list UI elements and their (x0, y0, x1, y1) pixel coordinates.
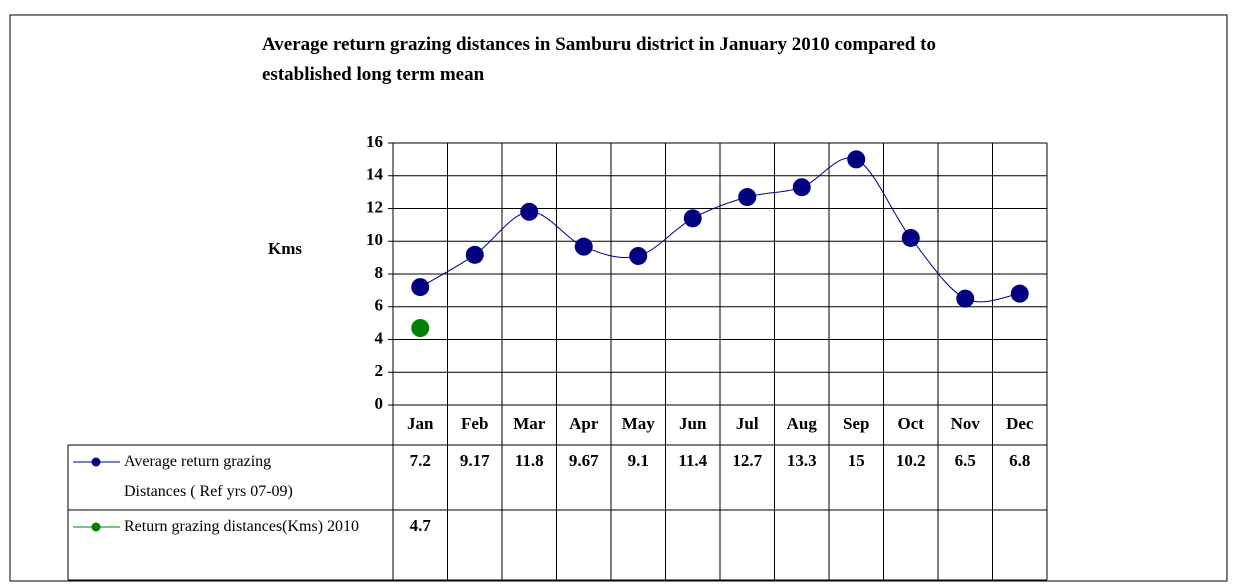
chart-title: Average return grazing distances in Samb… (262, 34, 936, 85)
x-tick-label: Sep (843, 414, 869, 433)
legend-marker (91, 522, 101, 532)
y-tick-label: 2 (375, 361, 384, 380)
table-value: 10.2 (896, 451, 926, 470)
y-tick-label: 14 (366, 165, 384, 184)
legend-label: Average return grazing Distances ( Ref y… (124, 453, 293, 500)
point (465, 245, 484, 264)
table-value: 12.7 (732, 451, 762, 470)
x-tick-label: May (622, 414, 656, 433)
chart-frame (9, 14, 1228, 582)
table-value: 15 (848, 451, 865, 470)
point (520, 202, 539, 221)
table-value: 6.5 (955, 451, 976, 470)
y-tick-label: 16 (366, 132, 383, 151)
table-value: 6.8 (1009, 451, 1030, 470)
y-tick-label: 4 (375, 328, 384, 347)
point (901, 228, 920, 247)
table-value: 4.7 (410, 516, 432, 535)
x-tick-label: Oct (898, 414, 925, 433)
x-tick-label: Aug (787, 414, 818, 433)
y-axis-label: Kms (268, 239, 302, 258)
y-tick-label: 10 (366, 230, 383, 249)
table-value: 13.3 (787, 451, 817, 470)
x-tick-label: Nov (951, 414, 981, 433)
point (956, 289, 975, 308)
y-tick-label: 6 (375, 296, 384, 315)
legend-box: Return grazing distances(Kms) 2010 (124, 518, 360, 535)
title-box: Average return grazing distances in Samb… (262, 34, 936, 85)
table-value: 11.8 (515, 451, 544, 470)
y-tick-label: 8 (375, 263, 384, 282)
table-value: 7.2 (410, 451, 431, 470)
point (1010, 284, 1029, 303)
table-value: 9.17 (460, 451, 490, 470)
point (683, 209, 702, 228)
x-tick-label: Apr (569, 414, 599, 433)
y-tick-label: 12 (366, 197, 383, 216)
table-value: 11.4 (678, 451, 707, 470)
point (411, 319, 430, 338)
y-tick-label: 0 (375, 394, 384, 413)
point (847, 150, 866, 169)
point (792, 178, 811, 197)
x-tick-label: Jan (407, 414, 434, 433)
table-value: 9.1 (628, 451, 649, 470)
x-tick-label: Jul (736, 414, 759, 433)
point (574, 237, 593, 256)
table-value: 9.67 (569, 451, 599, 470)
x-tick-label: Mar (513, 414, 546, 433)
x-tick-label: Feb (461, 414, 488, 433)
legend-box: Average return grazing Distances ( Ref y… (124, 453, 293, 500)
legend-marker (91, 457, 101, 467)
point (738, 188, 757, 207)
point (629, 246, 648, 265)
x-tick-label: Dec (1006, 414, 1034, 433)
x-tick-label: Jun (679, 414, 707, 433)
point (411, 278, 430, 297)
legend-label: Return grazing distances(Kms) 2010 (124, 518, 360, 535)
